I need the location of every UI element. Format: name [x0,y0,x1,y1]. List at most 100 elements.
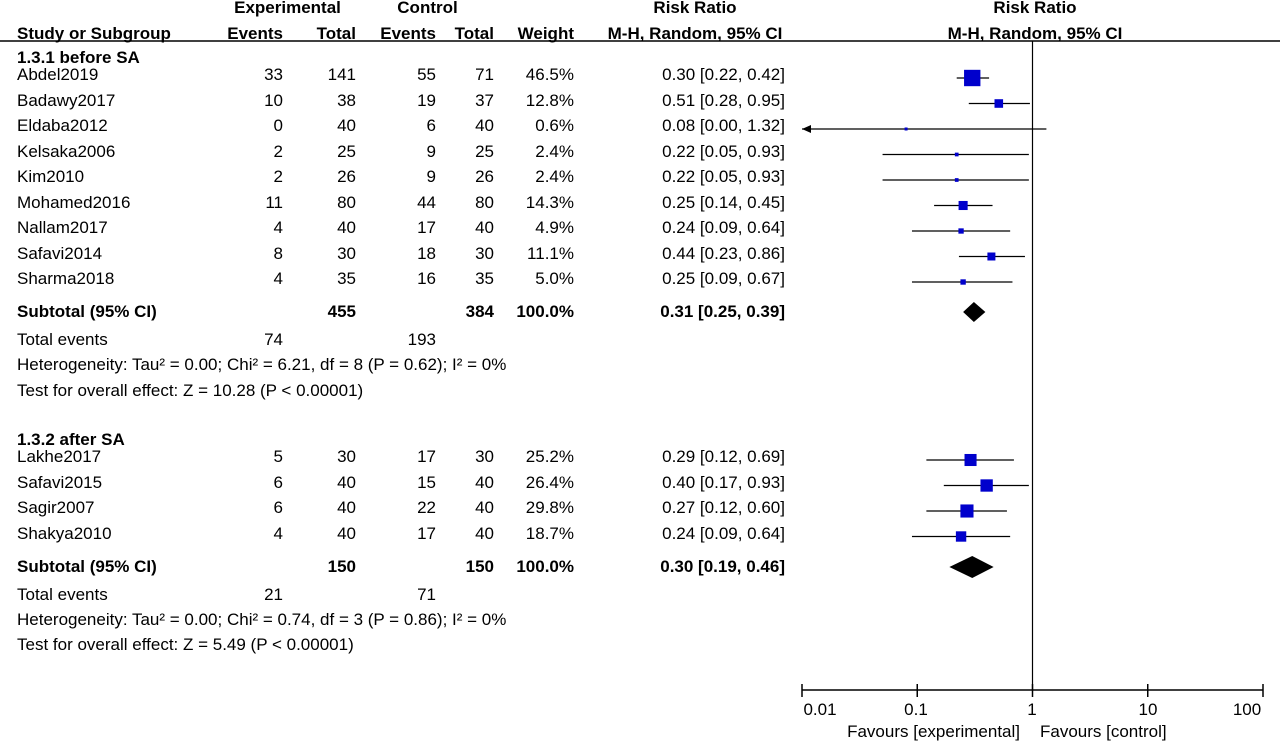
total-events-label: Total events [17,585,108,604]
ctl-total: 30 [475,243,494,263]
subtotal-weight: 100.0% [516,557,574,576]
rr-ci-text: 0.22 [0.05, 0.93] [662,167,785,186]
ctl-total: 37 [475,90,494,110]
ctl-events: 9 [426,167,436,186]
rr-ci-text: 0.24 [0.09, 0.64] [662,218,785,237]
rr-header-plot: Risk Ratio [993,0,1077,17]
exp-events: 4 [273,523,283,543]
study-marker [994,99,1004,108]
weight-value: 18.7% [525,523,574,543]
exp-events-header: Events [227,24,283,43]
subtotal-exp-total: 455 [327,302,356,321]
total-events-ctl: 193 [407,330,436,349]
ctl-total: 30 [475,447,494,466]
ctl-events: 44 [417,192,436,212]
favours-left-label: Favours [experimental] [847,722,1020,741]
study-marker [958,228,964,234]
study-marker [954,152,959,157]
ctl-events: 18 [417,243,436,263]
rr-ci-text: 0.27 [0.12, 0.60] [662,498,785,517]
study-name: Badawy2017 [17,90,116,110]
x-tick-label: 1 [1027,700,1037,719]
study-marker [904,127,908,131]
subgroup-heading: 1.3.2 after SA [17,430,125,449]
study-marker [964,69,981,87]
exp-events: 8 [273,243,283,263]
total-events-ctl: 71 [417,585,436,604]
rr-ci-text: 0.25 [0.14, 0.45] [662,192,785,212]
weight-value: 26.4% [525,472,574,492]
exp-events: 10 [264,90,283,110]
ctl-total: 40 [475,472,494,492]
exp-total-header: Total [316,24,356,43]
subgroup-heading: 1.3.1 before SA [17,48,140,67]
method-header-table: M-H, Random, 95% CI [607,24,783,43]
exp-total: 141 [327,65,356,84]
study-name: Sagir2007 [17,498,95,517]
total-events-exp: 21 [264,585,283,604]
exp-total: 26 [337,167,356,186]
exp-total: 38 [337,90,356,110]
overall-effect-text: Test for overall effect: Z = 10.28 (P < … [17,381,364,400]
rr-header-table: Risk Ratio [653,0,737,17]
total-events-exp: 74 [264,330,283,349]
exp-total: 30 [337,447,356,466]
study-marker [958,200,968,211]
study-name: Safavi2015 [17,472,103,492]
ctl-events: 9 [426,141,436,161]
ctl-total: 80 [475,192,494,212]
ctl-total: 40 [475,523,494,543]
ctl-total: 25 [475,141,494,161]
exp-total: 25 [337,141,356,161]
subtotal-weight: 100.0% [516,302,574,321]
ctl-events: 17 [417,523,436,543]
study-header: Study or Subgroup [17,24,171,43]
weight-value: 46.5% [525,65,574,84]
exp-events: 33 [264,65,283,84]
exp-total: 40 [337,116,356,135]
study-marker [980,479,993,492]
experimental-header: Experimental [234,0,341,17]
weight-value: 0.6% [535,116,574,135]
study-name: Sharma2018 [17,269,115,288]
weight-value: 12.8% [525,90,574,110]
rr-ci-text: 0.30 [0.22, 0.42] [662,65,785,84]
subtotal-ctl-total: 384 [465,302,494,321]
ctl-events: 17 [417,218,436,237]
ctl-events: 15 [417,472,436,492]
ctl-total-header: Total [454,24,494,43]
exp-total: 40 [337,498,356,517]
subtotal-ci-text: 0.31 [0.25, 0.39] [660,302,785,321]
favours-right-label: Favours [control] [1040,722,1167,741]
study-marker [955,531,967,542]
study-name: Safavi2014 [17,243,103,263]
rr-ci-text: 0.08 [0.00, 1.32] [662,116,785,135]
study-name: Kim2010 [17,167,85,186]
subtotal-diamond [963,302,986,322]
exp-total: 80 [337,192,356,212]
subtotal-ci-text: 0.30 [0.19, 0.46] [660,557,785,576]
weight-header: Weight [517,24,574,43]
ctl-total: 26 [475,167,494,186]
exp-events: 0 [273,116,283,135]
exp-events: 2 [273,141,283,161]
ctl-events: 55 [417,65,436,84]
rr-ci-text: 0.29 [0.12, 0.69] [662,447,785,466]
x-tick-label: 100 [1232,700,1262,719]
study-name: Abdel2019 [17,65,99,84]
exp-events: 4 [273,218,283,237]
ctl-total: 40 [475,116,494,135]
exp-events: 5 [273,447,283,466]
ctl-events: 16 [417,269,436,288]
subtotal-label: Subtotal (95% CI) [17,557,157,576]
weight-value: 2.4% [535,141,574,161]
study-name: Mohamed2016 [17,192,131,212]
total-events-label: Total events [17,330,108,349]
exp-total: 30 [337,243,356,263]
subtotal-diamond [949,556,994,578]
exp-events: 2 [273,167,283,186]
heterogeneity-text: Heterogeneity: Tau² = 0.00; Chi² = 6.21,… [17,355,507,374]
study-marker [954,178,959,182]
x-tick-label: 0.1 [904,700,928,719]
